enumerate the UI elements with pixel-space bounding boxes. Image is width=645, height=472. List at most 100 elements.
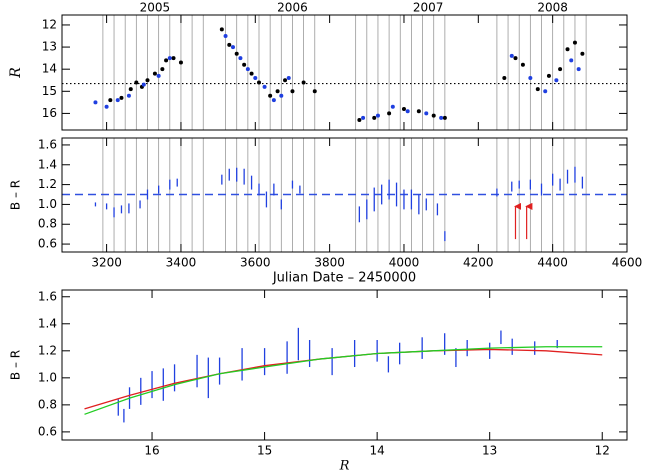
data-point <box>361 115 366 120</box>
data-point <box>513 56 518 61</box>
data-point <box>301 80 306 85</box>
data-point <box>502 76 507 81</box>
data-point <box>439 115 444 120</box>
y-tick-label: 1.0 <box>38 370 57 384</box>
y-tick-label: 1.0 <box>38 197 57 211</box>
data-point <box>126 93 131 98</box>
y-axis-label: B – R <box>9 180 23 210</box>
data-point <box>390 104 395 109</box>
data-point <box>108 98 113 103</box>
data-point <box>569 58 574 63</box>
x-tick-label: 15 <box>257 444 272 458</box>
data-point <box>134 80 139 85</box>
data-point <box>401 106 406 111</box>
data-point <box>167 56 172 61</box>
y-tick-label: 0.8 <box>38 397 57 411</box>
x-tick-label: 3600 <box>240 256 271 270</box>
y-tick-label: 0.6 <box>38 424 57 438</box>
fit-curve <box>84 346 603 415</box>
data-point <box>424 111 429 116</box>
fit-curve <box>84 348 603 410</box>
data-point <box>253 76 258 81</box>
data-point <box>115 98 120 103</box>
data-point <box>416 109 421 114</box>
data-point <box>230 45 235 50</box>
data-point <box>312 89 317 94</box>
data-point <box>580 51 585 56</box>
plot-frame <box>61 137 628 253</box>
x-tick-label: 14 <box>369 444 384 458</box>
y-tick-label: 1.6 <box>38 289 57 303</box>
data-point <box>141 82 146 87</box>
data-point <box>286 76 291 81</box>
plot-frame <box>61 289 628 441</box>
x-tick-label: 3800 <box>314 256 345 270</box>
data-point <box>223 34 228 39</box>
data-point <box>290 89 295 94</box>
y-tick-label: 15 <box>42 84 57 98</box>
y-tick-label: 0.6 <box>38 237 57 251</box>
data-point <box>249 71 254 76</box>
data-point <box>357 118 362 123</box>
data-point <box>262 84 267 89</box>
data-point <box>271 98 276 103</box>
plot-frame <box>61 14 628 131</box>
data-point <box>257 80 262 85</box>
data-point <box>558 67 563 72</box>
data-point <box>242 62 247 67</box>
data-point <box>543 89 548 94</box>
data-point <box>520 62 525 67</box>
y-axis-label: R <box>8 67 24 79</box>
y-tick-label: 14 <box>42 62 57 76</box>
data-point <box>93 100 98 105</box>
data-point <box>283 78 288 83</box>
data-point <box>227 42 232 47</box>
data-point <box>275 89 280 94</box>
data-point <box>279 93 284 98</box>
data-point <box>372 115 377 120</box>
x-tick-label: 16 <box>144 444 159 458</box>
data-point <box>509 53 514 58</box>
data-point <box>565 47 570 52</box>
data-point <box>164 58 169 63</box>
data-point <box>268 93 273 98</box>
data-point <box>160 67 165 72</box>
data-point <box>245 67 250 72</box>
x-tick-label: 4200 <box>463 256 494 270</box>
data-point <box>171 56 176 61</box>
y-tick-label: 1.6 <box>38 137 57 151</box>
x-axis-label: R <box>339 459 350 472</box>
data-point <box>528 76 533 81</box>
data-point <box>238 56 243 61</box>
x-tick-label: 3200 <box>91 256 122 270</box>
year-label: 2008 <box>537 1 568 15</box>
data-point <box>128 87 133 92</box>
data-point <box>145 78 150 83</box>
data-point <box>576 67 581 72</box>
data-point <box>431 113 436 118</box>
data-point <box>387 111 392 116</box>
data-point <box>554 78 559 83</box>
y-tick-label: 0.8 <box>38 217 57 231</box>
data-point <box>546 73 551 78</box>
y-tick-label: 1.4 <box>38 157 57 171</box>
y-tick-label: 1.2 <box>38 343 57 357</box>
data-point <box>572 40 577 45</box>
data-point <box>375 113 380 118</box>
data-point <box>234 51 239 56</box>
x-tick-label: 4000 <box>389 256 420 270</box>
x-tick-label: 3400 <box>166 256 197 270</box>
year-label: 2007 <box>413 1 444 15</box>
x-tick-label: 4400 <box>537 256 568 270</box>
data-point <box>535 87 540 92</box>
x-tick-label: 13 <box>482 444 497 458</box>
data-point <box>104 104 109 109</box>
data-point <box>152 71 157 76</box>
data-point <box>442 115 447 120</box>
y-tick-label: 16 <box>42 106 57 120</box>
data-point <box>405 109 410 114</box>
y-tick-label: 1.4 <box>38 316 57 330</box>
data-point <box>156 73 161 78</box>
